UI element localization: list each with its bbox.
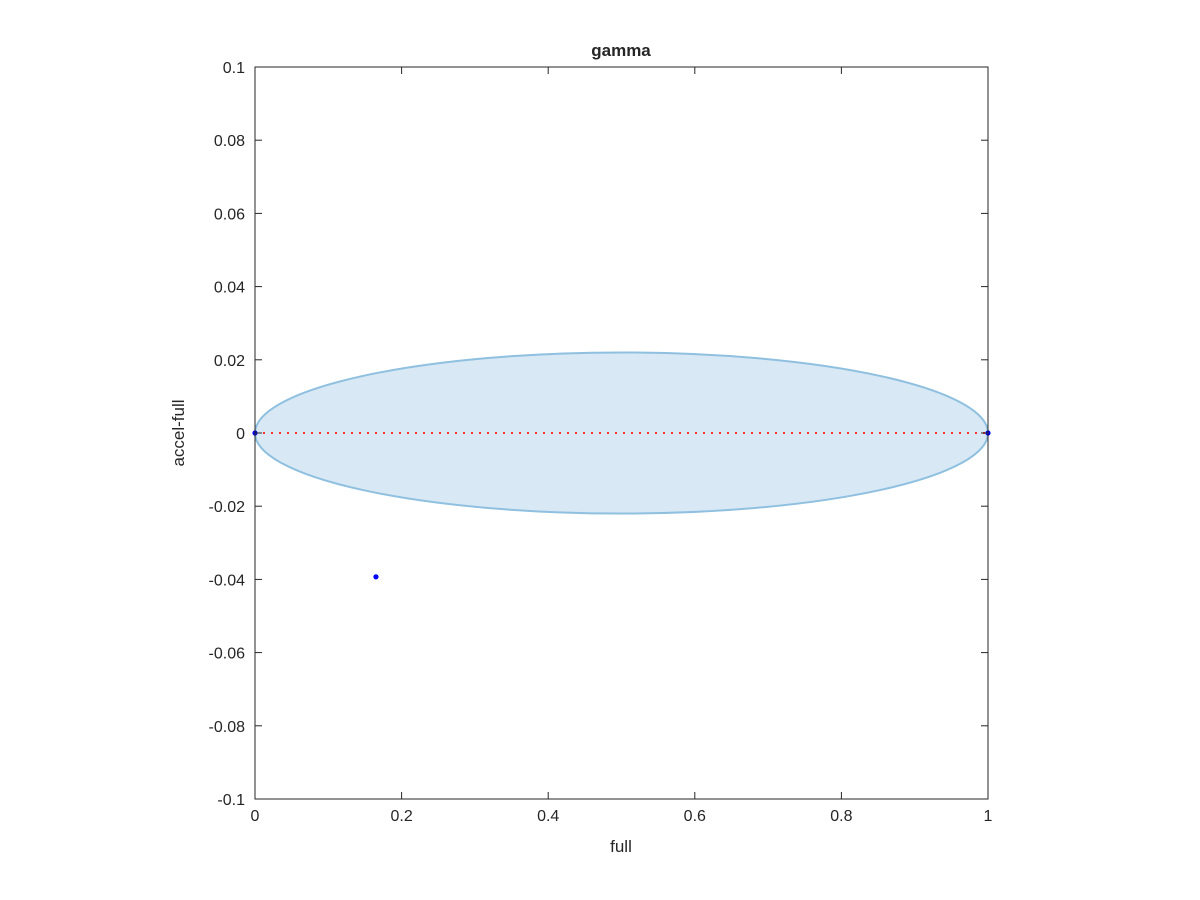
data-point: [373, 574, 379, 580]
x-axis-label: full: [610, 837, 632, 856]
y-tick-label: -0.04: [209, 572, 246, 589]
y-tick-label: -0.06: [209, 646, 246, 663]
y-axis-label: accel-full: [169, 399, 188, 466]
chart-title: gamma: [591, 41, 651, 60]
x-tick-label: 0.2: [390, 808, 412, 825]
y-tick-label: 0.06: [214, 206, 245, 223]
y-tick-label: -0.02: [209, 499, 246, 516]
x-tick-label: 0.8: [830, 808, 852, 825]
y-tick-label: 0.04: [214, 280, 245, 297]
x-tick-label: 0.6: [684, 808, 706, 825]
x-tick-label: 1: [984, 808, 993, 825]
y-tick-label: -0.08: [209, 719, 246, 736]
y-tick-label: 0.08: [214, 133, 245, 150]
x-tick-label: 0: [251, 808, 260, 825]
x-tick-label: 0.4: [537, 808, 559, 825]
y-tick-label: -0.1: [217, 792, 245, 809]
confidence-ellipse: [254, 351, 989, 515]
y-tick-label: 0: [236, 426, 245, 443]
y-tick-label: 0.02: [214, 353, 245, 370]
y-tick-label: 0.1: [223, 60, 245, 77]
